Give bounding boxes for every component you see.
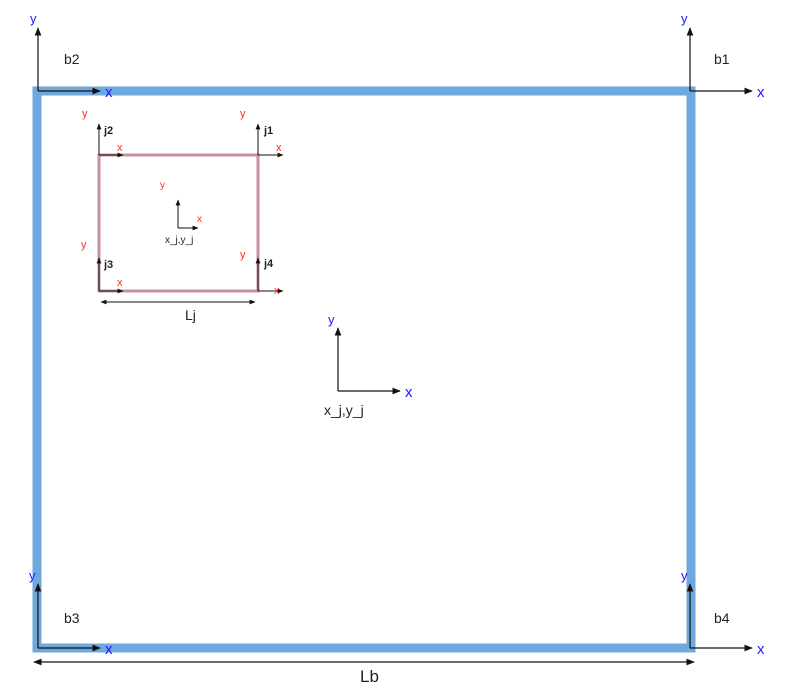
- j4-label: j4: [263, 258, 274, 270]
- base-length-label: Lb: [360, 667, 379, 686]
- base-frame-b3: y x b3: [29, 568, 113, 658]
- b3-x-label: x: [105, 641, 113, 658]
- b2-x-label: x: [105, 84, 113, 101]
- joint-center-x-label: x: [197, 214, 202, 225]
- base-outline: [32, 86, 696, 653]
- base-center-label: x_j,y_j: [324, 402, 364, 418]
- joint-center-frame: y x x_j,y_j: [160, 180, 202, 246]
- b2-label: b2: [64, 51, 80, 67]
- b1-label: b1: [714, 51, 730, 67]
- j3-x-label: x: [117, 277, 123, 289]
- joint-frame-j2: y x j2: [82, 108, 124, 158]
- j1-y-label: y: [240, 108, 246, 120]
- joint-frame-j3: y x j3: [81, 239, 124, 294]
- j1-x-label: x: [276, 142, 282, 154]
- j4-y-label: y: [240, 249, 246, 261]
- base-center-x-label: x: [405, 384, 413, 401]
- b1-y-label: y: [681, 11, 688, 26]
- j2-x-label: x: [117, 142, 123, 154]
- b2-y-label: y: [30, 11, 37, 26]
- joint-length-label: Lj: [185, 307, 196, 323]
- joint-frame-j4: y x j4: [240, 249, 284, 297]
- b1-x-label: x: [757, 84, 765, 101]
- b4-label: b4: [714, 610, 730, 626]
- j3-y-label: y: [81, 239, 87, 251]
- joint-length-dimension: Lj: [100, 299, 256, 323]
- joint-center-label: x_j,y_j: [165, 235, 193, 246]
- b3-y-label: y: [29, 568, 36, 583]
- j2-y-label: y: [82, 108, 88, 120]
- base-frame-b2: y x b2: [30, 11, 113, 101]
- base-center-frame: y x x_j,y_j: [324, 312, 413, 418]
- base-frame-b1: y x b1: [681, 11, 765, 101]
- j4-x-label: x: [274, 285, 280, 297]
- j1-label: j1: [263, 125, 273, 137]
- joint-center-y-label: y: [160, 180, 165, 191]
- b4-x-label: x: [757, 641, 765, 658]
- joint-frame-j1: y x j1: [240, 108, 284, 158]
- b3-label: b3: [64, 610, 80, 626]
- base-center-y-label: y: [328, 312, 335, 327]
- joint-outline: [97, 153, 260, 293]
- base-length-dimension: Lb: [33, 658, 695, 686]
- j3-label: j3: [103, 259, 113, 271]
- base-frame-b4: y x b4: [681, 568, 765, 658]
- b4-y-label: y: [681, 568, 688, 583]
- j2-label: j2: [103, 125, 113, 137]
